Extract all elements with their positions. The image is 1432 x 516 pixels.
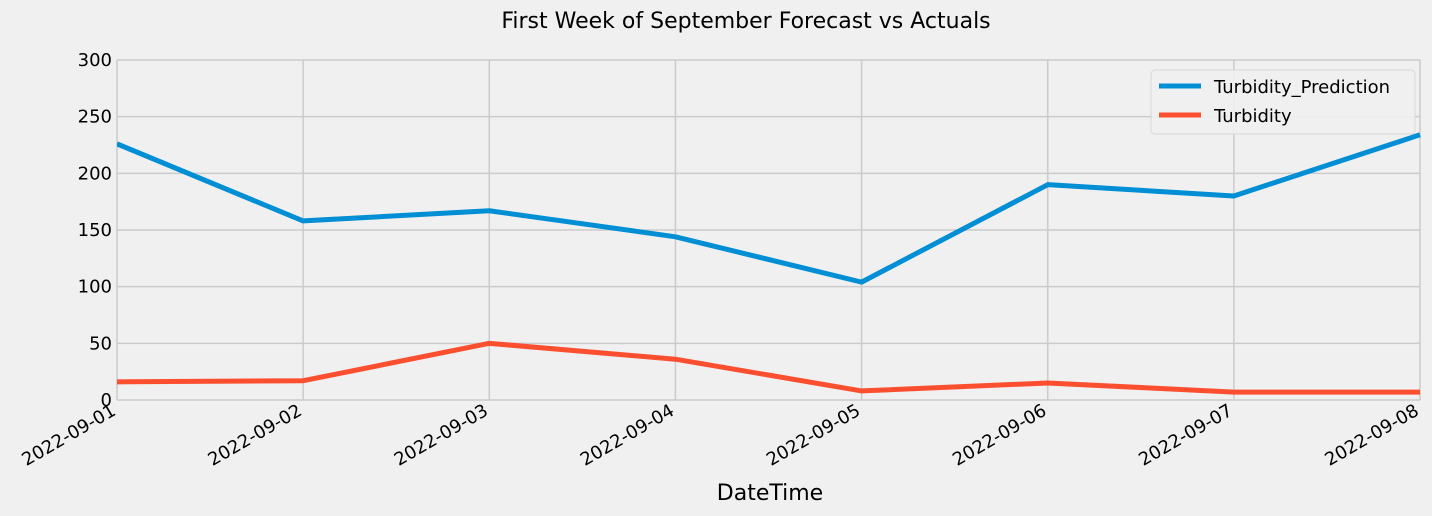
x-tick-label: 2022-09-03 bbox=[391, 400, 492, 470]
x-tick-label: 2022-09-01 bbox=[18, 400, 119, 470]
x-axis-ticks: 2022-09-01 2022-09-02 2022-09-03 2022-09-04… bbox=[18, 400, 1422, 470]
y-tick-label: 100 bbox=[78, 277, 112, 298]
grid-lines bbox=[116, 59, 1421, 401]
series-line bbox=[117, 340, 1420, 395]
series-lines bbox=[117, 132, 1421, 395]
x-tick-label: 2022-09-04 bbox=[577, 400, 678, 470]
y-axis-ticks: 0 50 100 150 200 250 300 bbox=[78, 50, 112, 411]
legend-box bbox=[1150, 69, 1416, 135]
chart-title: First Week of September Forecast vs Actu… bbox=[501, 9, 990, 34]
x-axis-label: DateTime bbox=[717, 481, 823, 506]
y-tick-label: 150 bbox=[78, 220, 112, 241]
series-line bbox=[117, 132, 1421, 285]
legend-label: Turbidity_Prediction bbox=[1213, 77, 1390, 98]
y-tick-label: 300 bbox=[78, 50, 112, 71]
y-tick-label: 200 bbox=[78, 163, 112, 184]
y-tick-label: 250 bbox=[78, 107, 112, 128]
y-tick-label: 50 bbox=[89, 333, 112, 354]
x-tick-label: 2022-09-05 bbox=[763, 400, 864, 470]
legend: Turbidity_Prediction Turbidity bbox=[1150, 69, 1416, 135]
x-tick-label: 2022-09-08 bbox=[1321, 400, 1422, 470]
x-tick-label: 2022-09-02 bbox=[205, 400, 306, 470]
legend-label: Turbidity bbox=[1213, 106, 1292, 127]
x-tick-label: 2022-09-06 bbox=[949, 400, 1050, 470]
y-tick-label: 0 bbox=[101, 390, 112, 411]
x-tick-label: 2022-09-07 bbox=[1135, 400, 1236, 470]
